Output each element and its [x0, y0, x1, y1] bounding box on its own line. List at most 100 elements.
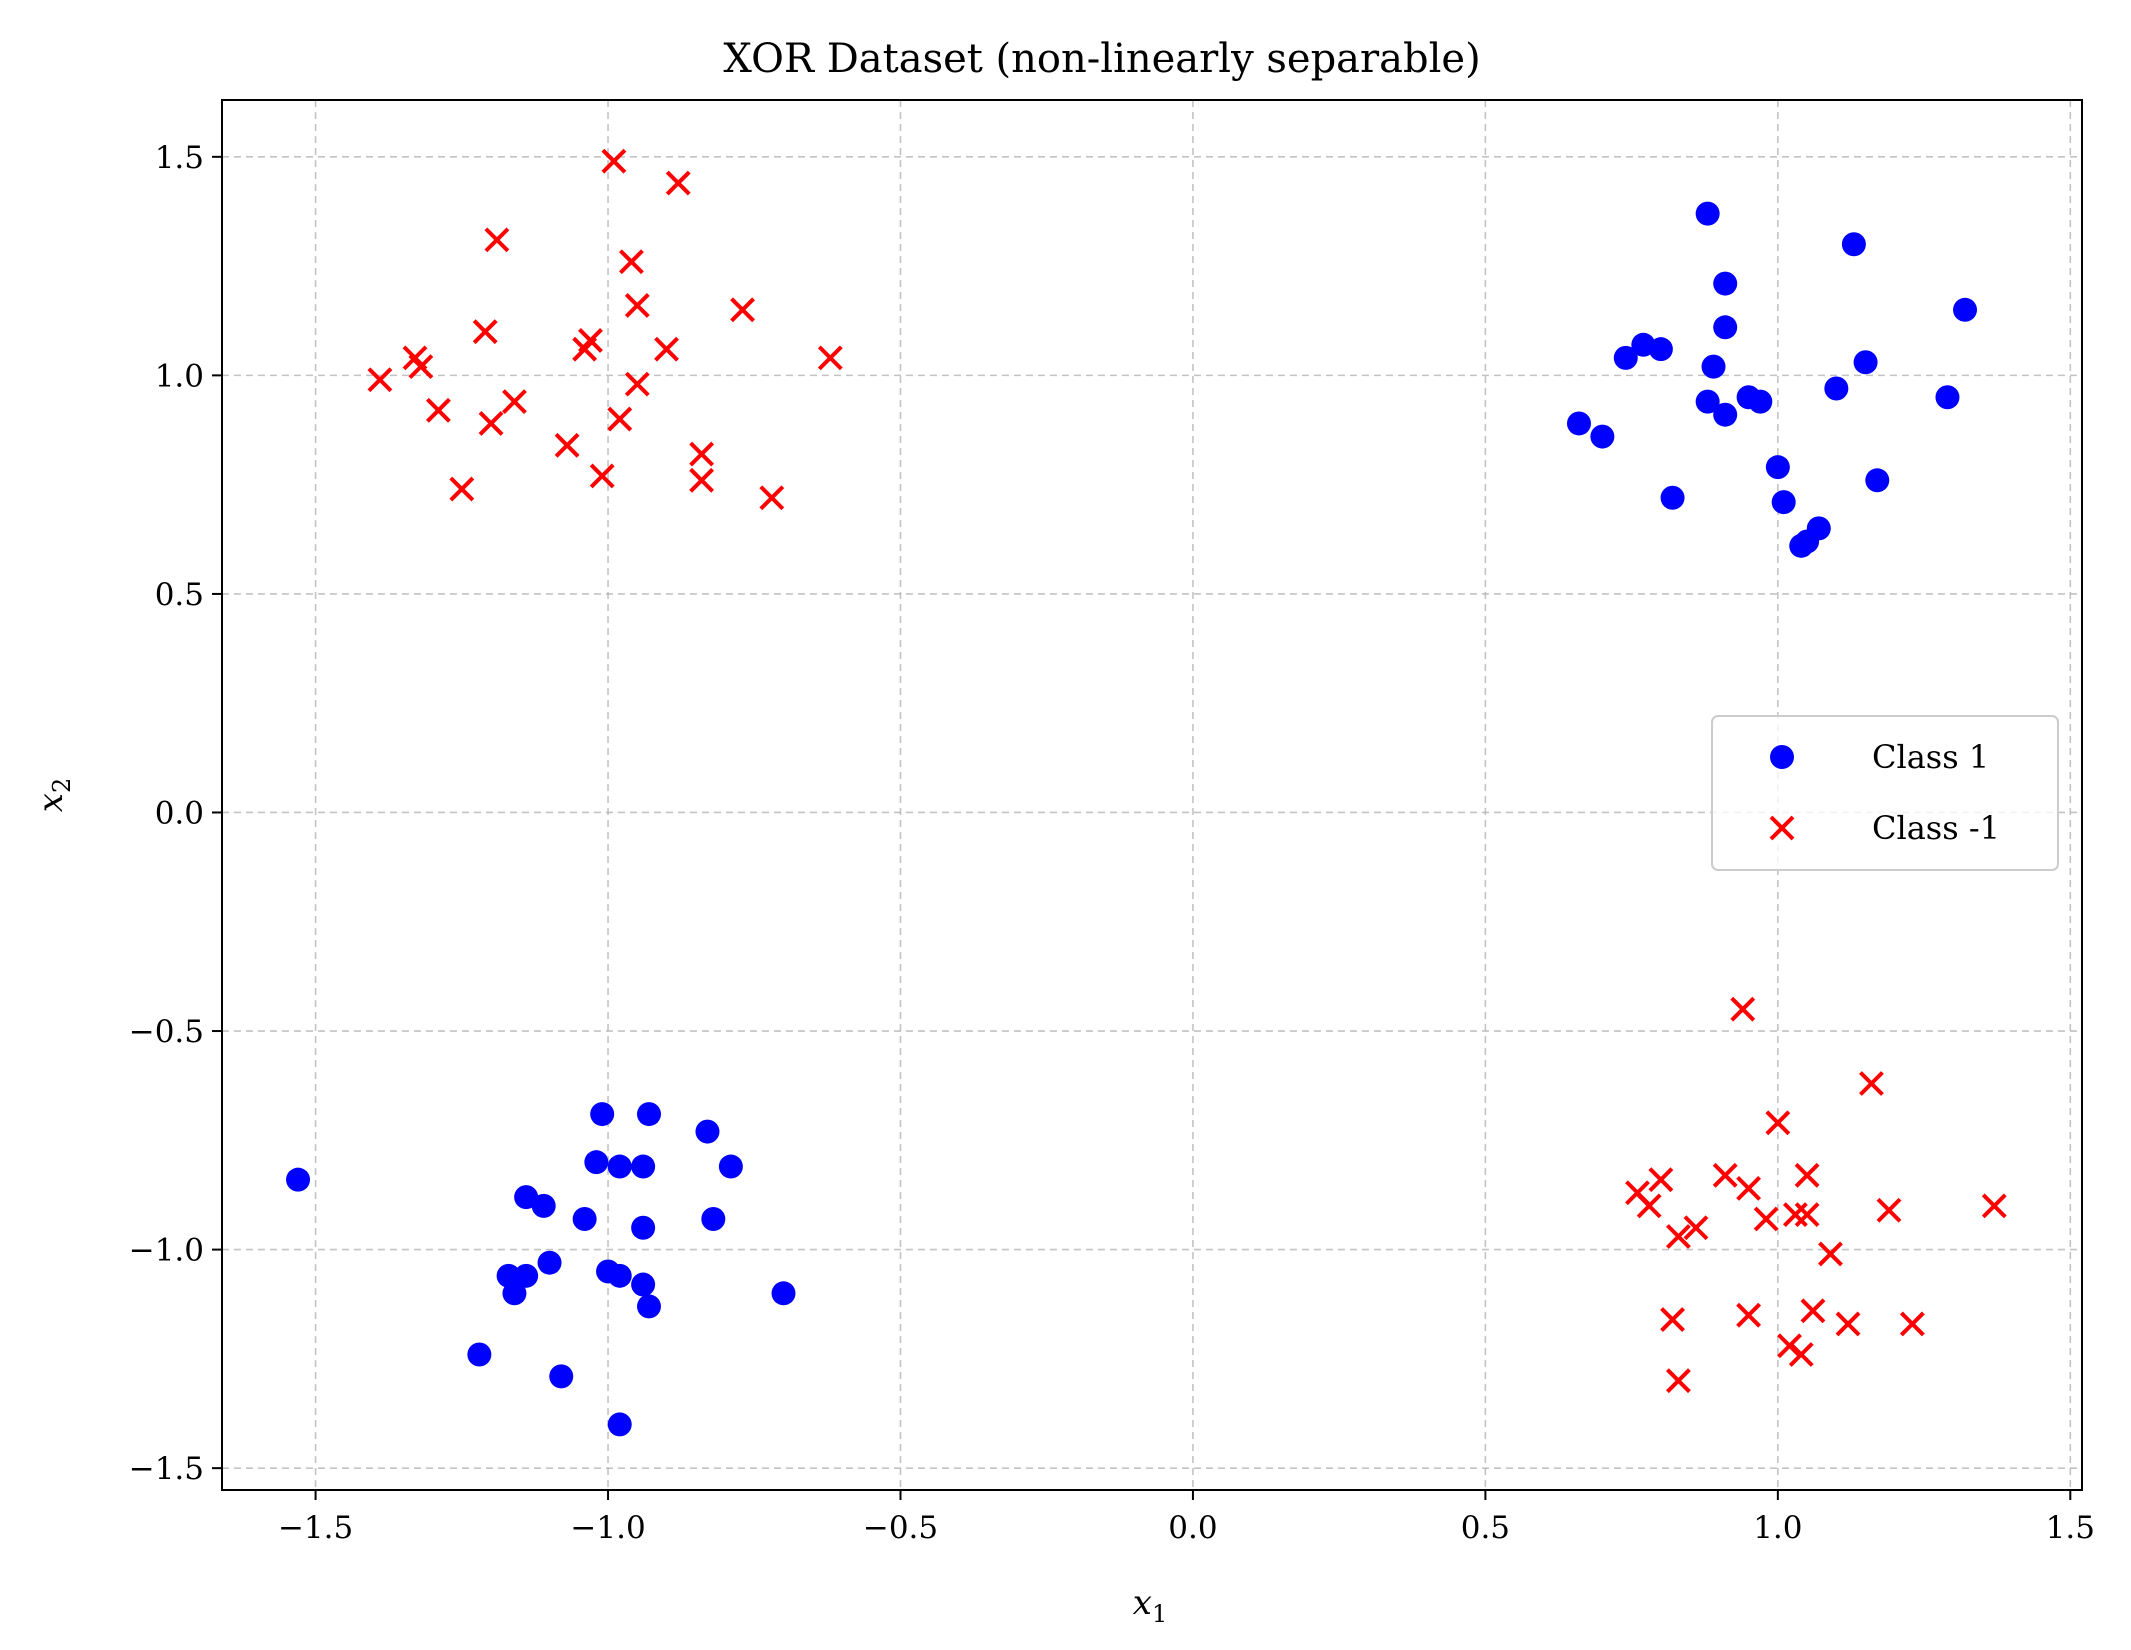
class-neg1-point: [1712, 1162, 1738, 1188]
legend-class-1-marker: [1770, 745, 1794, 769]
class-1-point: [1824, 376, 1849, 401]
class-neg1-point: [1876, 1197, 1902, 1223]
class-neg1-point: [1981, 1193, 2007, 1219]
class-neg1-point: [665, 170, 691, 196]
class-1-point: [549, 1364, 574, 1389]
class-1-point: [1701, 354, 1726, 379]
y-tick-label: −0.5: [129, 1014, 204, 1050]
class-neg1-point: [449, 476, 475, 502]
class-1-point: [514, 1263, 539, 1288]
class-neg1-point: [1666, 1224, 1691, 1249]
class-neg1-point: [502, 389, 527, 415]
legend-class-1-label: Class 1: [1872, 738, 1989, 776]
y-axis-label: x2: [31, 778, 76, 812]
class-neg1-point: [689, 441, 715, 467]
class-1-point: [607, 1263, 632, 1288]
class-1-point: [502, 1281, 527, 1306]
class-neg1-point: [472, 319, 498, 345]
class-1-point: [572, 1206, 597, 1231]
class-neg1-point: [1683, 1215, 1709, 1241]
x-tick-label: −1.5: [278, 1510, 353, 1546]
class-1-point: [1660, 485, 1685, 510]
x-axis-label-subscript: 1: [1152, 1600, 1167, 1628]
class-1-point: [590, 1102, 615, 1127]
y-tick-label: −1.5: [129, 1451, 204, 1487]
x-tick-label: 0.5: [1461, 1510, 1510, 1546]
plot-area-frame: [221, 99, 2083, 1491]
class-neg1-point: [426, 397, 451, 423]
y-tick-label: 0.5: [155, 577, 204, 613]
class-neg1-point: [572, 336, 598, 362]
class-neg1-point: [624, 293, 650, 318]
class-neg1-point: [1765, 1110, 1791, 1136]
class-neg1-point: [1648, 1167, 1674, 1193]
class-1-point: [1953, 297, 1978, 322]
x-axis-label-symbol: x: [1133, 1583, 1152, 1623]
class-neg1-point: [1835, 1311, 1861, 1337]
grid-lines: [222, 100, 2082, 1490]
x-tick-label: 1.0: [1753, 1510, 1802, 1546]
class-neg1-point: [408, 354, 434, 380]
class-neg1-point: [1794, 1162, 1820, 1188]
class-neg1-point: [759, 485, 785, 511]
class-1-point: [636, 1102, 661, 1127]
class-1-point: [1713, 315, 1738, 340]
class-1-point: [636, 1294, 661, 1319]
chart-title: XOR Dataset (non-linearly separable): [723, 36, 1480, 82]
y-tick-label: −1.0: [129, 1233, 204, 1269]
class-1-point: [1789, 533, 1814, 558]
class-neg1-point: [1800, 1298, 1826, 1324]
x-tick-label: 0.0: [1168, 1510, 1217, 1546]
class-1-point: [286, 1167, 311, 1192]
class-1-point: [1613, 345, 1638, 370]
legend-class-neg1-label: Class -1: [1872, 809, 2000, 847]
class-1-point: [1713, 402, 1738, 427]
y-tick-label: 1.0: [155, 358, 204, 394]
class-1-point: [1648, 337, 1673, 362]
y-tick-label: 0.0: [155, 795, 204, 831]
legend-box: [1711, 715, 2059, 871]
class-1-point: [537, 1250, 562, 1275]
class-1-point: [467, 1342, 492, 1367]
class-neg1-point: [1736, 1175, 1762, 1201]
class-1-point: [1695, 389, 1720, 414]
class-neg1-point: [1777, 1333, 1802, 1359]
class-neg1-point: [367, 367, 393, 393]
x-axis-label: x1: [1133, 1583, 1167, 1628]
class-neg1-point: [478, 411, 504, 436]
axis-ticks: −1.5 −1.0 −0.5 0.0 0.5 1.0 1.5 −1.5 −1.0 −0.5 0.0 0…: [129, 140, 2095, 1546]
class-1-point: [1935, 385, 1960, 410]
class-1-point: [631, 1215, 656, 1240]
class-1-point: [1695, 201, 1720, 226]
class-1-point: [1590, 424, 1615, 449]
class-1-point: [771, 1281, 796, 1306]
class-neg1-point: [484, 227, 510, 253]
class-1-point: [1566, 411, 1591, 436]
class-1-point: [1841, 232, 1866, 257]
class-neg1-point: [1666, 1368, 1691, 1394]
class-1-point: [718, 1154, 743, 1179]
class-1-point: [1853, 350, 1878, 375]
class-neg1-point: [689, 467, 715, 493]
y-tick-label: 1.5: [155, 140, 204, 176]
class-neg1-point: [554, 432, 580, 458]
class-neg1-point: [1730, 996, 1756, 1022]
class-neg1-point: [1818, 1241, 1843, 1267]
class-1-point: [695, 1119, 720, 1144]
class-1-point: [631, 1154, 656, 1179]
class-neg1-point: [1859, 1071, 1884, 1096]
class-neg1-point: [1788, 1342, 1814, 1367]
class-1-point: [1765, 455, 1790, 480]
class-1-point: [531, 1193, 556, 1218]
class-neg1-point: [1636, 1193, 1662, 1219]
class-neg1-point: [1782, 1202, 1808, 1228]
x-tick-label: −1.0: [570, 1510, 645, 1546]
class-neg1-point: [624, 371, 650, 397]
y-axis-label-subscript: 2: [48, 778, 76, 793]
legend: Class 1 Class -1: [1711, 715, 2059, 871]
class-neg1-point: [1899, 1311, 1925, 1337]
class-1-point: [1865, 468, 1890, 493]
class-1-point: [1713, 271, 1738, 296]
class-neg1-point: [654, 336, 679, 362]
class-neg1-point: [1660, 1307, 1685, 1332]
